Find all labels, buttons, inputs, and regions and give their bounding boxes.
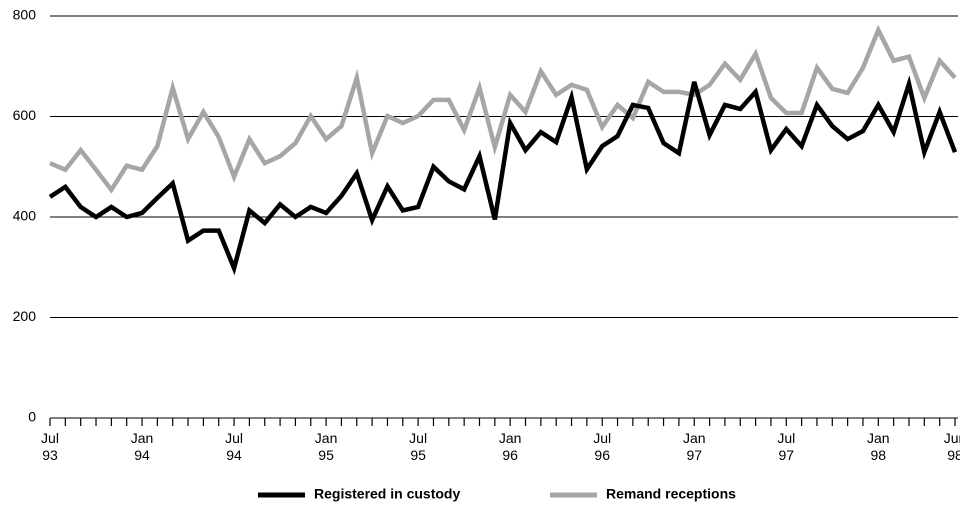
series-line (49, 24, 957, 194)
legend-label: Registered in custody (314, 486, 460, 502)
y-tick-label: 400 (13, 208, 37, 224)
legend-label: Remand receptions (606, 486, 736, 502)
x-tick-label: Jun 98 (943, 430, 960, 463)
x-tick-label: Jan 97 (682, 430, 706, 463)
x-tick-label: Jul 94 (225, 430, 244, 463)
y-tick-label: 600 (13, 107, 37, 123)
y-tick-label: 800 (13, 7, 37, 23)
series-line (48, 75, 958, 276)
x-tick-label: Jan 98 (867, 430, 890, 463)
x-tick-label: Jul 95 (409, 430, 428, 463)
x-tick-label: Jan 95 (314, 430, 338, 463)
x-tick-label: Jul 97 (777, 430, 796, 463)
x-tick-label: Jul 93 (41, 430, 59, 463)
x-tick-label: Jan 96 (498, 430, 522, 463)
x-tick-label: Jul 96 (593, 430, 612, 463)
y-tick-label: 200 (13, 308, 37, 324)
y-tick-label: 0 (28, 409, 36, 425)
x-tick-label: Jan 94 (130, 430, 154, 463)
